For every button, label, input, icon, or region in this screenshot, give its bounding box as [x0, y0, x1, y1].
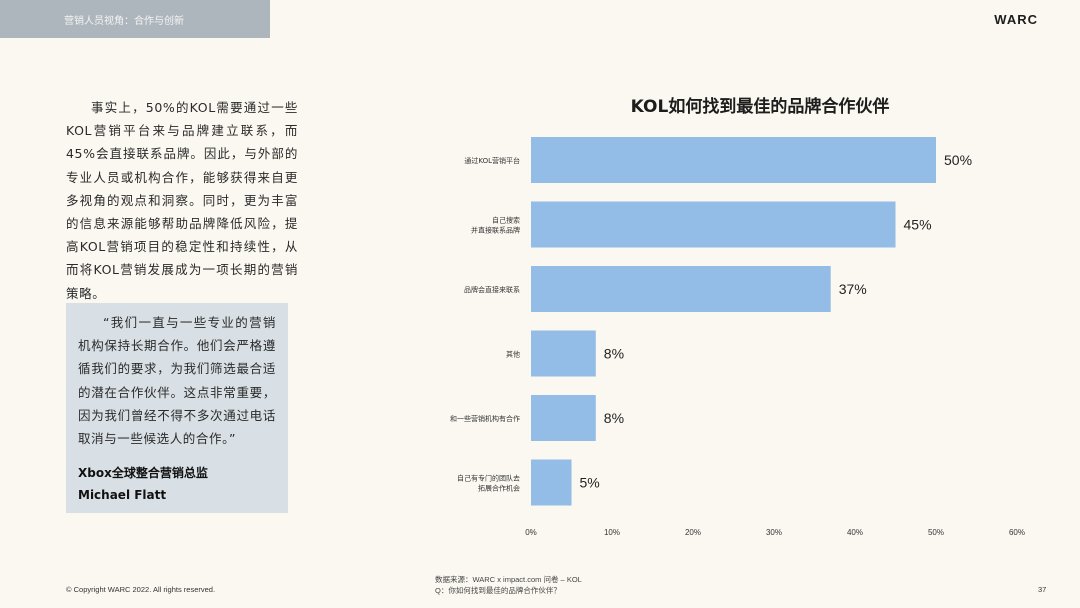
category-label: 品牌会直接来联系	[464, 285, 520, 294]
bar-value-label: 5%	[580, 475, 600, 491]
category-label: 拓展合作机会	[478, 484, 520, 493]
quote-author-name: Michael Flatt	[78, 488, 167, 503]
copyright: © Copyright WARC 2022. All rights reserv…	[66, 585, 216, 594]
x-tick-label: 20%	[685, 528, 701, 537]
section-tab: 营销人员视角：合作与创新	[0, 0, 270, 38]
source-note: 数据来源：WARC x impact.com 问卷 – KOL Q：你如何找到最…	[435, 574, 582, 596]
source-line-2: Q：你如何找到最佳的品牌合作伙伴？	[435, 586, 561, 595]
category-label: 其他	[506, 350, 520, 359]
x-tick-label: 50%	[928, 528, 944, 537]
chart-title: KOL如何找到最佳的品牌合作伙伴	[630, 97, 890, 117]
category-label: 自己有专门的团队去	[457, 474, 520, 483]
category-label: 并直接联系品牌	[471, 226, 520, 235]
bar-value-label: 8%	[604, 346, 624, 362]
brand-logo: WARC	[994, 12, 1038, 27]
bar	[531, 459, 572, 506]
x-tick-label: 60%	[1009, 528, 1025, 537]
quote-author-title: Xbox全球整合营销总监	[78, 466, 208, 481]
category-label: 和一些营销机构有合作	[450, 414, 520, 423]
quote-text: “我们一直与一些专业的营销机构保持长期合作。他们会严格遵循我们的要求，为我们筛选…	[78, 315, 276, 447]
x-tick-label: 0%	[525, 528, 537, 537]
page-number: 37	[1038, 585, 1047, 594]
bar	[531, 201, 896, 248]
source-line-1: 数据来源：WARC x impact.com 问卷 – KOL	[435, 575, 582, 584]
x-tick-label: 40%	[847, 528, 863, 537]
bar-value-label: 45%	[904, 217, 932, 233]
section-tab-label: 营销人员视角：合作与创新	[64, 15, 184, 27]
category-label: 通过KOL营销平台	[464, 156, 520, 165]
bar	[531, 266, 831, 312]
x-tick-label: 30%	[766, 528, 782, 537]
quote-author: Xbox全球整合营销总监 Michael Flatt	[78, 462, 276, 506]
bar-value-label: 8%	[604, 410, 624, 426]
bar	[531, 137, 936, 183]
category-label: 自己搜索	[492, 216, 520, 225]
body-paragraph: 事实上，50%的KOL需要通过一些KOL营销平台来与品牌建立联系，而45%会直接…	[66, 100, 298, 301]
x-tick-label: 10%	[604, 528, 620, 537]
bar-value-label: 50%	[944, 152, 972, 168]
bar	[531, 395, 596, 441]
quote-box: “我们一直与一些专业的营销机构保持长期合作。他们会严格遵循我们的要求，为我们筛选…	[66, 303, 288, 513]
bar	[531, 330, 596, 377]
bar-value-label: 37%	[839, 281, 867, 297]
